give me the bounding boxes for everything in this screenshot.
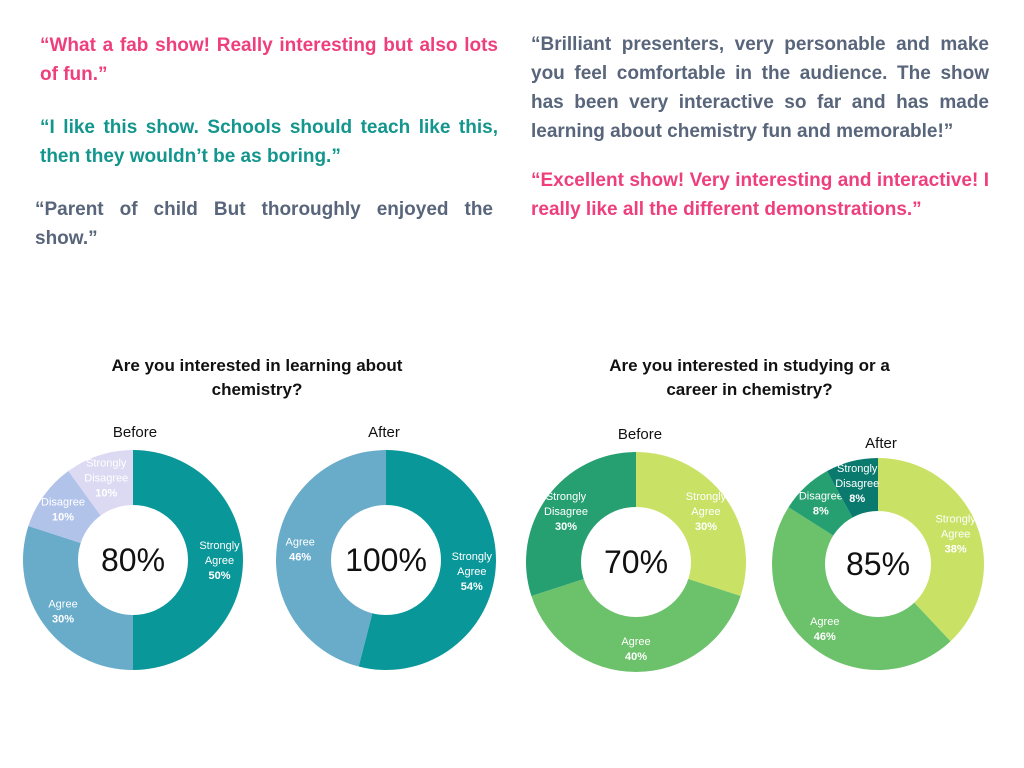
slice-label-strongly-agree: Strongly	[452, 551, 493, 563]
slice-value-disagree: 8%	[813, 506, 829, 518]
quote-fab-show: “What a fab show! Really interesting but…	[40, 35, 498, 85]
donut-center-value: 85%	[846, 546, 910, 582]
slice-label-strongly-agree: Agree	[691, 506, 720, 518]
donut-2-label: After	[368, 424, 400, 441]
career-chart-title: Are you interested in studying or a care…	[609, 356, 890, 399]
slice-value-agree: 30%	[52, 613, 74, 625]
donut-hole	[581, 507, 691, 617]
slice-value-strongly-disagree: 10%	[95, 488, 117, 500]
donut-center-value: 80%	[101, 542, 165, 578]
slice-label-strongly-agree: Agree	[457, 566, 486, 578]
slice-label-strongly-disagree: Strongly	[546, 491, 587, 503]
donut-hole	[78, 505, 188, 615]
slice-value-strongly-agree: 50%	[208, 570, 230, 582]
donut-hole	[331, 505, 441, 615]
slice-label-disagree: Disagree	[799, 491, 843, 503]
slice-value-strongly-agree: 38%	[945, 543, 967, 555]
slice-label-agree: Agree	[621, 636, 650, 648]
slice-value-strongly-disagree: 8%	[849, 493, 865, 505]
slice-label-agree: Agree	[810, 616, 839, 628]
slice-value-agree: 46%	[289, 552, 311, 564]
slice-label-strongly-disagree: Disagree	[835, 478, 879, 490]
quote-brilliant-presenters: “Brilliant presenters, very personable a…	[531, 34, 989, 142]
slice-label-strongly-agree: Strongly	[686, 491, 727, 503]
slice-label-strongly-agree: Strongly	[199, 540, 240, 552]
slice-strongly-agree	[878, 458, 984, 642]
slice-label-agree: Agree	[48, 598, 77, 610]
donut-4-label: After	[865, 435, 897, 452]
slice-value-disagree: 10%	[52, 512, 74, 524]
slice-label-agree: Agree	[286, 537, 315, 549]
donut-center-value: 100%	[345, 542, 427, 578]
donut-center-value: 70%	[604, 544, 668, 580]
slice-label-strongly-disagree: Strongly	[86, 458, 127, 470]
slice-agree	[276, 450, 386, 667]
slice-label-strongly-disagree: Disagree	[544, 506, 588, 518]
slice-label-strongly-agree: Agree	[205, 555, 234, 567]
slice-label-strongly-disagree: Strongly	[837, 463, 878, 475]
quote-excellent-show: “Excellent show! Very interesting and in…	[531, 170, 989, 220]
slice-value-agree: 40%	[625, 651, 647, 663]
slice-label-strongly-disagree: Disagree	[84, 473, 128, 485]
slice-label-strongly-agree: Strongly	[935, 513, 976, 525]
slice-label-strongly-agree: Agree	[941, 528, 970, 540]
learning-chart-title: Are you interested in learning about che…	[111, 356, 403, 399]
slice-value-agree: 46%	[814, 631, 836, 643]
slice-label-disagree: Disagree	[41, 497, 85, 509]
donut-1-label: Before	[112, 424, 158, 441]
slice-value-strongly-agree: 54%	[461, 581, 483, 593]
slice-value-strongly-disagree: 30%	[555, 521, 577, 533]
donut-3-label: Before	[617, 426, 663, 443]
slice-value-strongly-agree: 30%	[695, 521, 717, 533]
quote-parent: “Parent of child But thoroughly enjoyed …	[35, 199, 493, 249]
donut-hole	[825, 511, 931, 617]
quote-schools-teach: “I like this show. Schools should teach …	[40, 117, 498, 167]
